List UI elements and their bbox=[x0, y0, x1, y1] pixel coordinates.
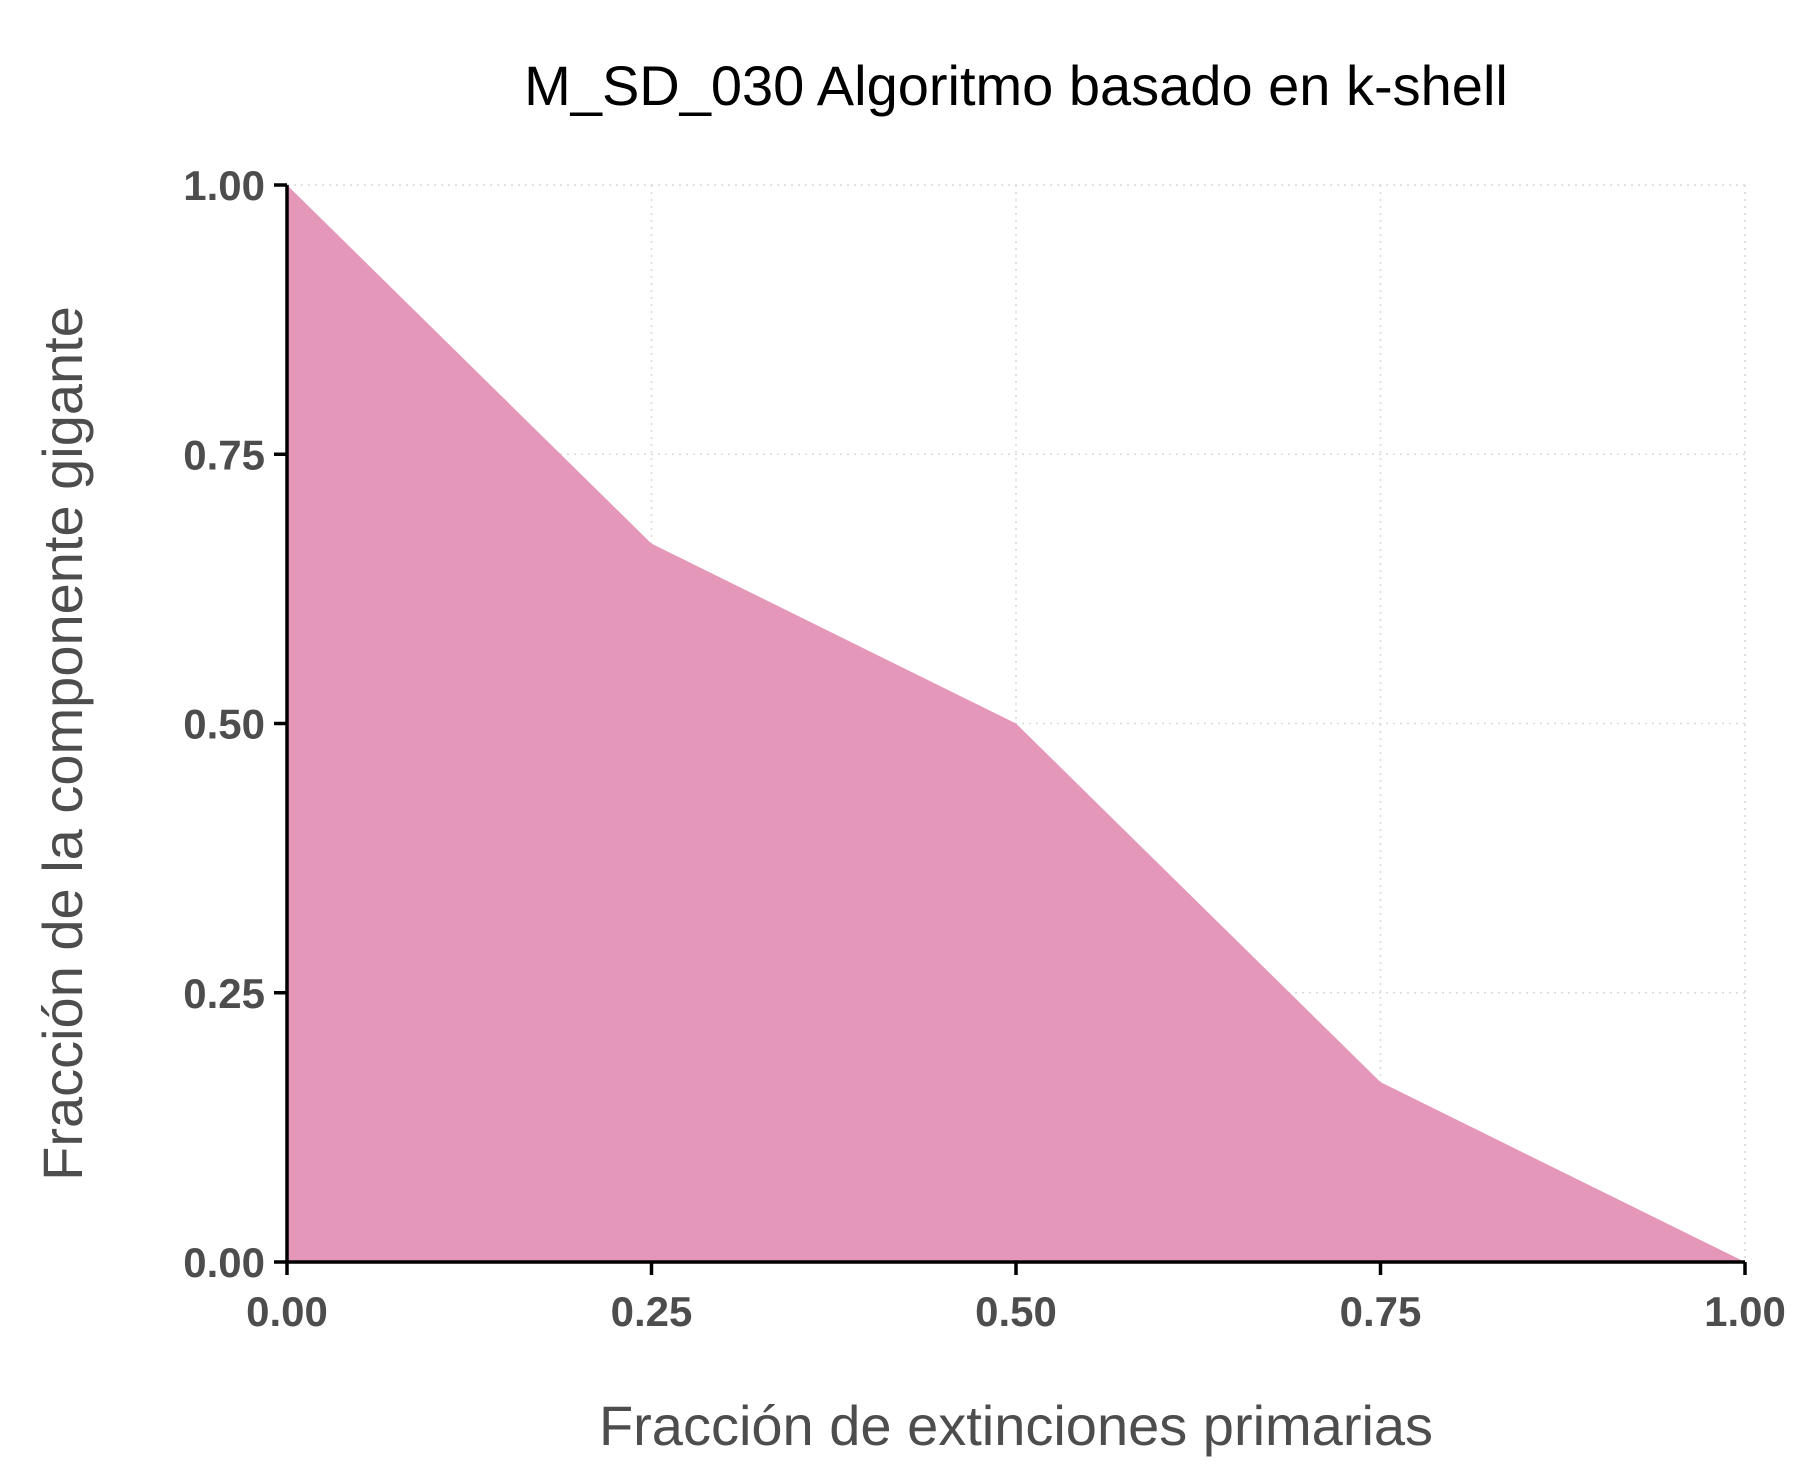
x-tick-label: 0.75 bbox=[1340, 1288, 1422, 1335]
chart-title: M_SD_030 Algoritmo basado en k-shell bbox=[524, 54, 1508, 117]
y-tick-label: 0.25 bbox=[183, 970, 265, 1017]
y-tick-label: 0.75 bbox=[183, 431, 265, 478]
y-tick-label: 1.00 bbox=[183, 162, 265, 209]
y-tick-label: 0.00 bbox=[183, 1239, 265, 1286]
x-tick-label: 0.50 bbox=[975, 1288, 1057, 1335]
x-tick-label: 1.00 bbox=[1704, 1288, 1786, 1335]
x-tick-label: 0.00 bbox=[246, 1288, 328, 1335]
x-tick-label: 0.25 bbox=[611, 1288, 693, 1335]
x-axis-title: Fracción de extinciones primarias bbox=[599, 1394, 1433, 1457]
y-axis-title: Fracción de la componente gigante bbox=[31, 306, 94, 1181]
y-tick-label: 0.50 bbox=[183, 701, 265, 748]
